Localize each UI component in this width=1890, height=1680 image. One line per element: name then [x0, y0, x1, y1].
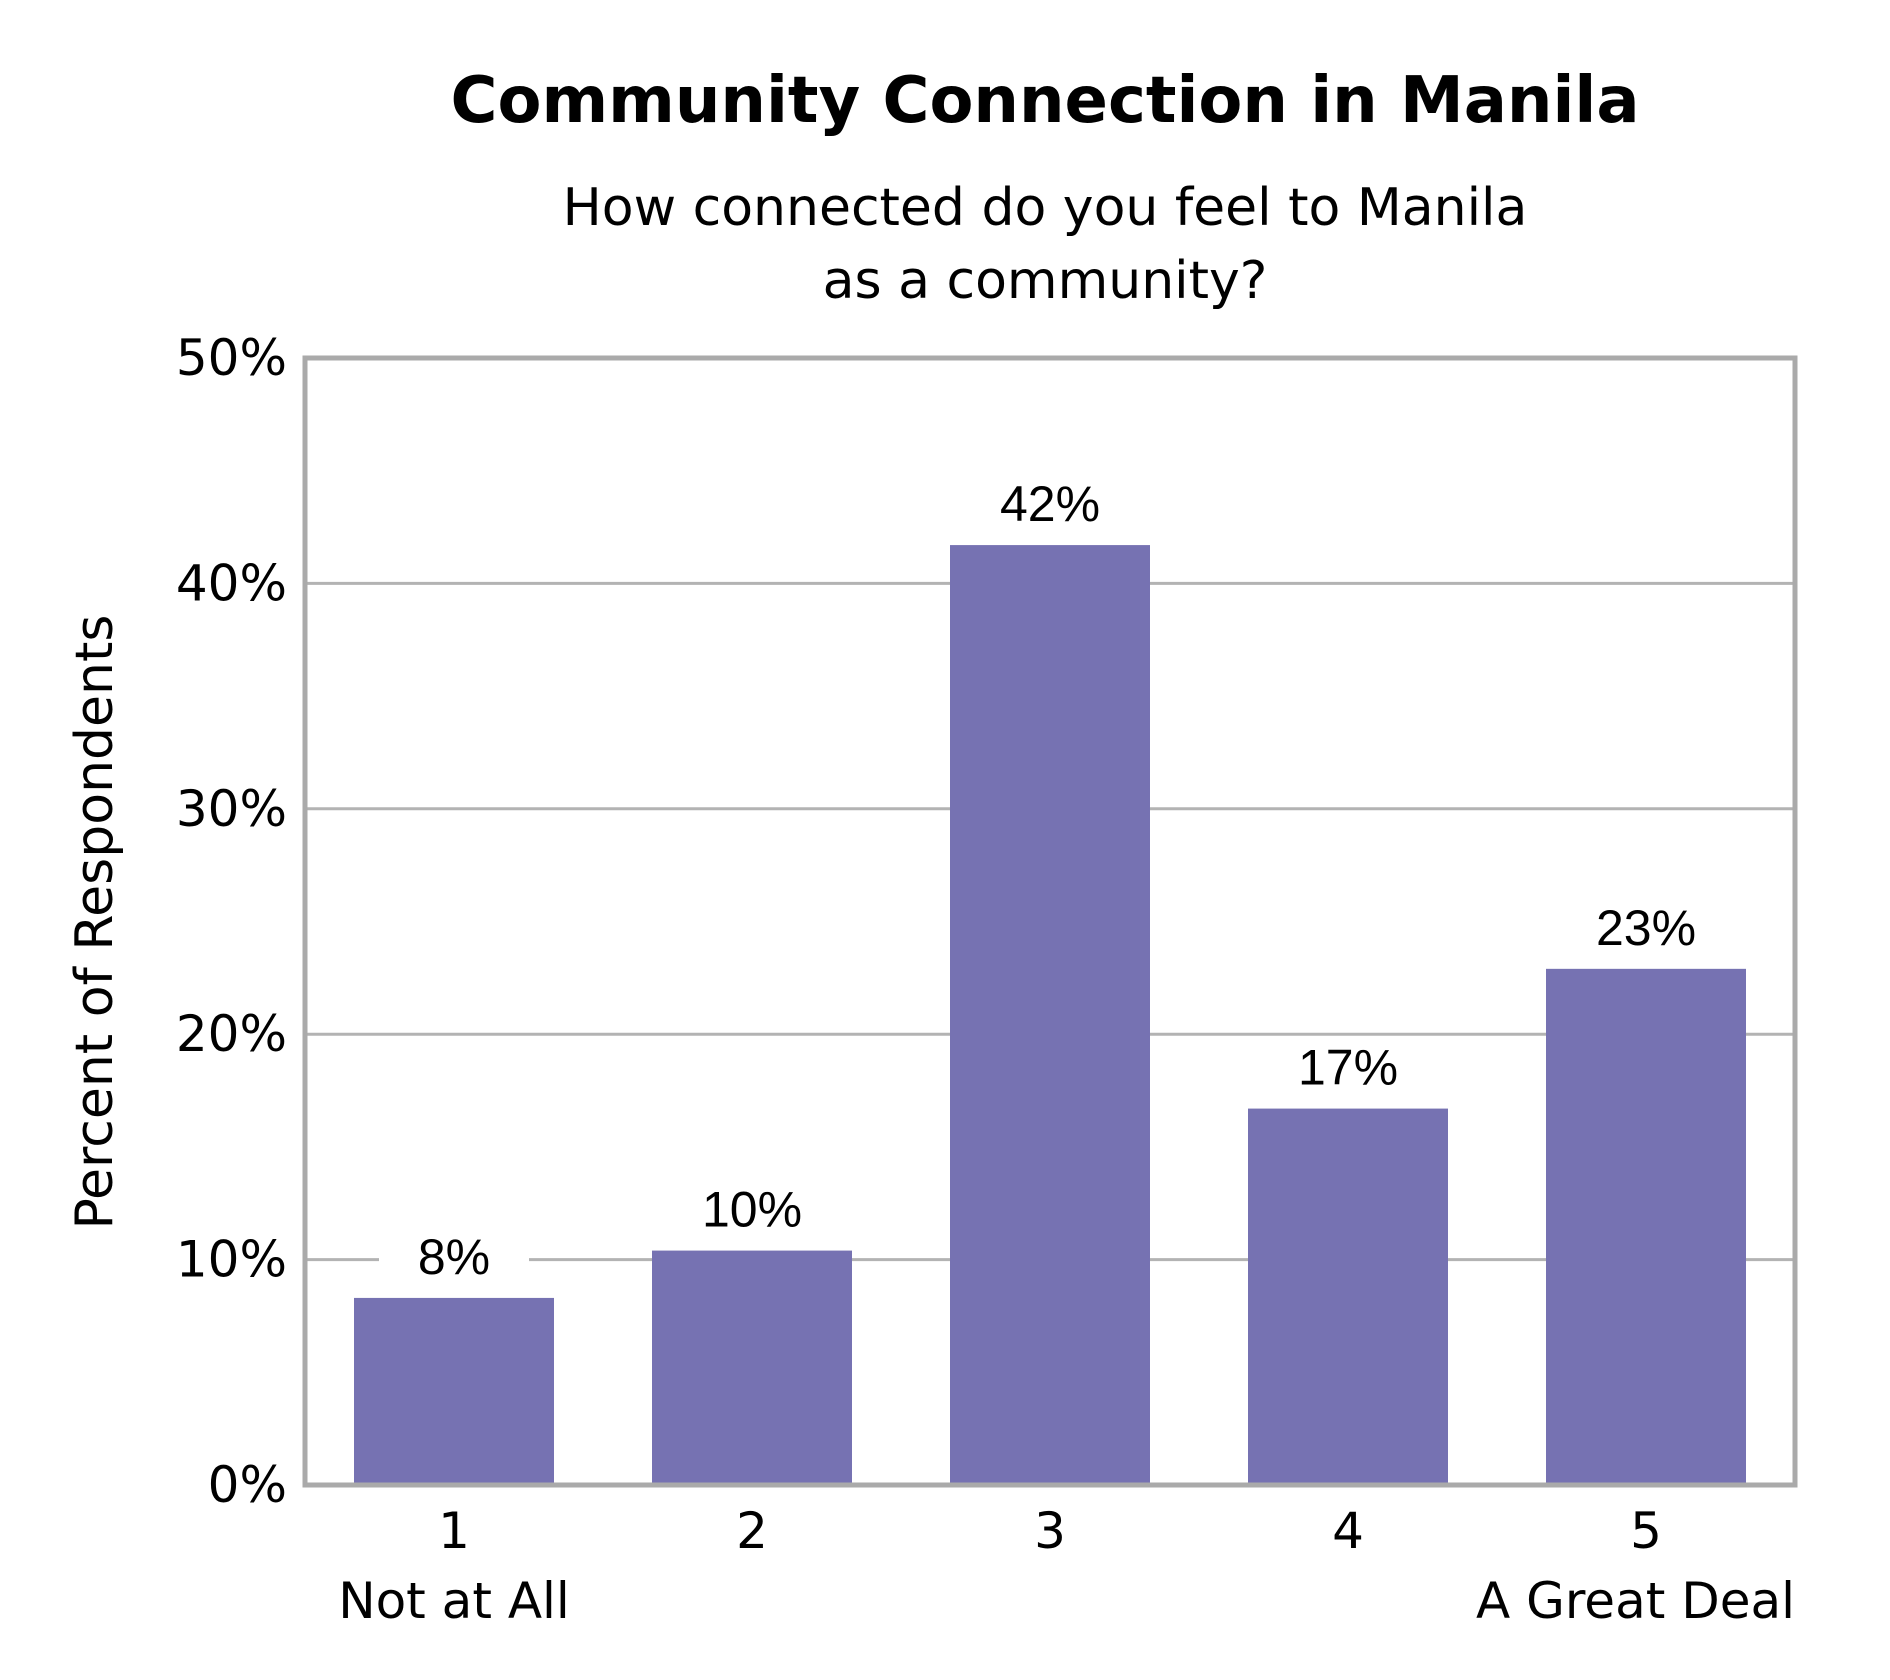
bar-label-bg-3 [975, 477, 1125, 534]
x-tick-label-2: 2 [736, 1502, 768, 1560]
bar-2 [652, 1250, 852, 1485]
bar-value-label-3: 42% [1000, 476, 1100, 532]
bar-value-labels: 8% 10% 42% 17% 23% [379, 476, 1721, 1286]
x-tick-sublabel-1: Not at All [338, 1572, 570, 1630]
chart-subtitle-line-1: How connected do you feel to Manila [563, 178, 1528, 238]
bar-5 [1546, 968, 1746, 1485]
bar-label-bg-1 [379, 1229, 529, 1286]
y-tick-label-10: 10% [176, 1231, 287, 1289]
bar-3 [950, 545, 1150, 1485]
bars [354, 545, 1746, 1485]
bar-label-bg-4 [1273, 1040, 1423, 1097]
chart-subtitle-line-2: as a community? [823, 251, 1268, 311]
x-tick-label-4: 4 [1332, 1502, 1364, 1560]
bar-value-label-4: 17% [1298, 1040, 1398, 1096]
bar-label-bg-2 [677, 1182, 827, 1239]
bar-value-label-1: 8% [418, 1229, 490, 1285]
y-tick-label-50: 50% [176, 329, 287, 387]
x-tick-label-3: 3 [1034, 1502, 1066, 1560]
bar-value-label-2: 10% [702, 1182, 802, 1238]
y-tick-label-20: 20% [176, 1005, 287, 1063]
x-tick-label-1: 1 [438, 1502, 470, 1560]
chart-title: Community Connection in Manila [451, 64, 1640, 138]
y-tick-label-40: 40% [176, 554, 287, 612]
plot-frame [302, 355, 1798, 1488]
bar-value-label-5: 23% [1596, 900, 1696, 956]
y-tick-label-30: 30% [176, 780, 287, 838]
x-axis-ticks: 1 Not at All 2 3 4 5 A Great Deal [338, 1502, 1795, 1630]
y-tick-label-0: 0% [208, 1456, 287, 1514]
y-axis-ticks: 0% 10% 20% 30% 40% 50% [176, 329, 287, 1514]
bar-4 [1248, 1108, 1448, 1485]
x-tick-label-5: 5 [1630, 1502, 1662, 1560]
x-tick-sublabel-5: A Great Deal [1476, 1572, 1795, 1630]
bar-1 [354, 1297, 554, 1485]
bar-label-bg-5 [1571, 900, 1721, 957]
y-axis-label: Percent of Respondents [65, 615, 125, 1230]
